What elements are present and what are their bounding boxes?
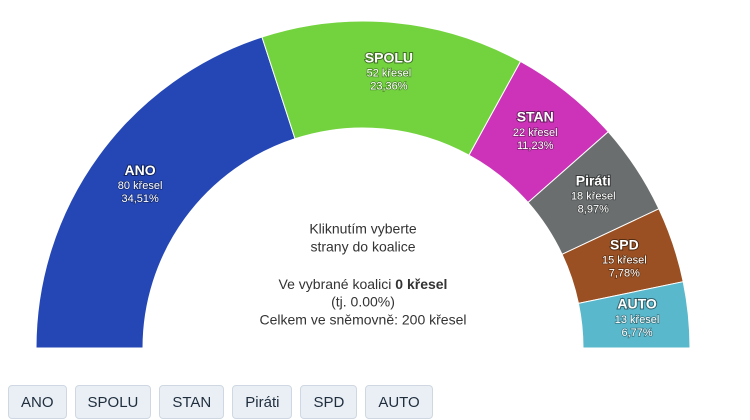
hint-line: strany do koalice: [310, 239, 415, 255]
segment-name: SPD: [610, 237, 639, 253]
segments: [35, 20, 691, 349]
segment-name: Piráti: [576, 172, 611, 188]
segment-name: STAN: [517, 109, 554, 125]
segment-seats: 80 křesel: [118, 180, 163, 192]
segment-seats: 13 křesel: [615, 314, 660, 326]
segment-share: 11,23%: [517, 140, 554, 152]
segment-share: 6,77%: [621, 327, 652, 339]
segment: [577, 281, 691, 349]
segment-seats: 18 křesel: [571, 191, 616, 203]
coalition-line: Ve vybrané koalici 0 křesel: [279, 276, 448, 292]
party-button[interactable]: STAN: [159, 385, 225, 419]
party-button[interactable]: AUTO: [365, 385, 433, 419]
segment-name: ANO: [125, 162, 156, 178]
total-seats: Celkem ve sněmovně: 200 křesel: [260, 312, 467, 328]
party-button[interactable]: SPOLU: [74, 385, 152, 419]
hint-line: Kliknutím vyberte: [309, 221, 417, 237]
party-button[interactable]: Piráti: [232, 385, 293, 419]
party-buttons: ANO SPOLU STAN Piráti SPD AUTO: [8, 385, 433, 419]
segment: [35, 36, 296, 349]
party-button[interactable]: SPD: [300, 385, 358, 419]
segment-seats: 15 křesel: [602, 255, 647, 267]
coalition-seats: 0 křesel: [395, 276, 447, 292]
segment-name: SPOLU: [365, 49, 413, 65]
coalition-prefix: Ve vybrané koalici: [279, 276, 392, 292]
segment-share: 23,36%: [370, 81, 408, 93]
segment-seats: 22 křesel: [513, 127, 558, 139]
segment-share: 8,97%: [578, 204, 609, 216]
coalition-share: (tj. 0.00%): [331, 294, 395, 310]
segment-name: AUTO: [617, 296, 657, 312]
party-button[interactable]: ANO: [8, 385, 67, 419]
segment-share: 7,78%: [609, 268, 640, 280]
segment-share: 34,51%: [121, 193, 159, 205]
segment-seats: 52 křesel: [367, 68, 412, 80]
